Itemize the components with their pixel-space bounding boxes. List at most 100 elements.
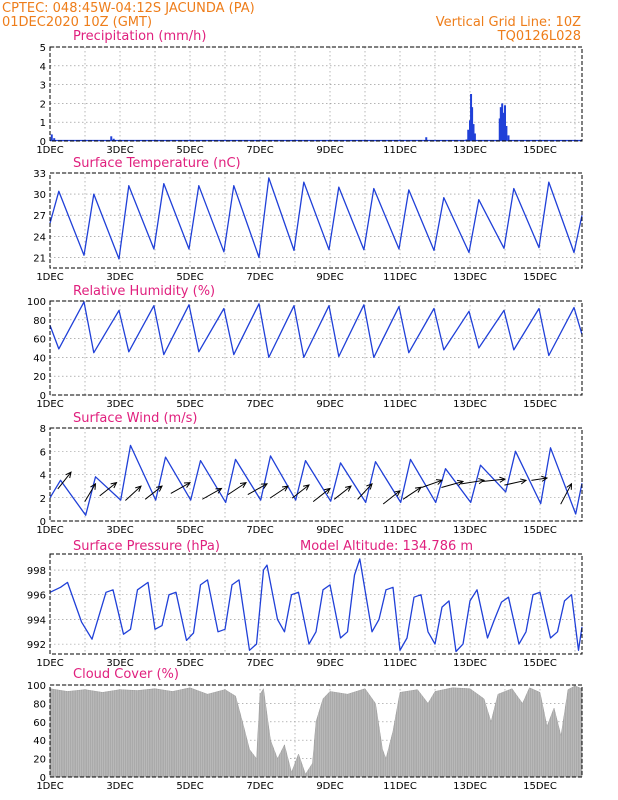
x-tick-label: 5DEC <box>176 399 203 410</box>
y-tick-label: 60 <box>33 335 46 346</box>
wind-arrow-head <box>499 476 507 483</box>
panel-title: Cloud Cover (%) <box>73 667 179 682</box>
wind-arrow-head <box>239 482 247 489</box>
y-tick-label: 8 <box>40 424 46 435</box>
wind-arrow <box>247 483 268 496</box>
wind-arrow-head <box>156 485 163 492</box>
header-date: 01DEC2020 10Z (GMT) <box>2 15 152 30</box>
y-tick-label: 27 <box>33 211 46 222</box>
y-tick-label: 4 <box>40 62 46 73</box>
y-tick-label: 60 <box>33 718 46 729</box>
panel-frame <box>49 553 583 655</box>
header-location: CPTEC: 048:45W-04:12S JACUNDA (PA) <box>2 1 255 16</box>
x-tick-label: 5DEC <box>176 272 203 283</box>
x-tick-label: 11DEC <box>383 145 417 156</box>
y-tick-label: 20 <box>33 755 46 766</box>
series-line <box>49 177 583 260</box>
wind-arrow <box>202 488 222 500</box>
x-tick-label: 15DEC <box>523 399 557 410</box>
x-tick-label: 3DEC <box>106 781 133 792</box>
cloud-cover-area <box>49 685 583 778</box>
x-tick-label: 13DEC <box>453 658 487 669</box>
y-tick-label: 0 <box>40 137 46 148</box>
y-tick-label: 1 <box>40 118 46 129</box>
x-tick-label: 9DEC <box>316 145 343 156</box>
y-tick-label: 30 <box>33 190 46 201</box>
precip-bar <box>467 129 470 141</box>
wind-arrow <box>421 479 443 488</box>
x-tick-label: 1DEC <box>36 781 63 792</box>
wind-arrow-head <box>281 485 289 492</box>
precip-bar <box>471 107 474 141</box>
x-tick-label: 15DEC <box>523 145 557 156</box>
series-line <box>49 301 583 359</box>
y-tick-label: 0 <box>40 517 46 528</box>
wind-arrow-head <box>457 479 465 486</box>
precip-bar <box>110 136 113 141</box>
wind-arrow-head <box>260 483 269 490</box>
wind-arrow-head <box>414 486 422 493</box>
precip-bar <box>504 105 506 141</box>
x-tick-label: 13DEC <box>453 525 487 536</box>
x-tick-label: 7DEC <box>246 525 273 536</box>
precip-bar <box>53 138 56 141</box>
panel-title: Precipitation (mm/h) <box>73 29 206 44</box>
panel-annotation: Model Altitude: 134.786 m <box>300 539 473 554</box>
x-tick-label: 11DEC <box>383 781 417 792</box>
y-tick-label: 40 <box>33 736 46 747</box>
y-tick-label: 992 <box>27 640 46 651</box>
wind-arrow <box>482 478 506 483</box>
x-tick-label: 7DEC <box>246 145 273 156</box>
wind-arrow-head <box>345 485 352 492</box>
wind-arrow <box>441 480 464 488</box>
wind-arrow <box>504 479 527 486</box>
y-tick-label: 40 <box>33 353 46 364</box>
panel-6: Cloud Cover (%) 0 20 40 60 80 100 1DEC 3DEC 5DEC 7… <box>27 667 583 792</box>
panels: Precipitation (mm/h) 0 1 2 3 4 5 1DEC 3DEC 5DEC 7D… <box>27 29 583 792</box>
wind-arrow-head <box>65 471 72 479</box>
panel-title: Surface Wind (m/s) <box>73 411 197 426</box>
panel-frame <box>49 684 583 778</box>
x-tick-label: 1DEC <box>36 272 63 283</box>
wind-arrow-head <box>110 481 118 489</box>
x-tick-label: 9DEC <box>316 272 343 283</box>
x-tick-label: 5DEC <box>176 525 203 536</box>
y-tick-label: 0 <box>40 773 46 784</box>
x-tick-label: 11DEC <box>383 272 417 283</box>
y-tick-label: 2 <box>40 494 46 505</box>
x-tick-label: 15DEC <box>523 525 557 536</box>
header-grid-line: Vertical Grid Line: 10Z <box>436 15 581 30</box>
wind-arrow <box>99 482 117 497</box>
precip-bar <box>425 137 428 141</box>
x-tick-label: 1DEC <box>36 399 63 410</box>
x-tick-label: 1DEC <box>36 145 63 156</box>
y-tick-label: 0 <box>40 391 46 402</box>
wind-arrow-head <box>90 482 97 490</box>
wind-arrow <box>170 482 191 494</box>
y-tick-label: 100 <box>27 681 46 692</box>
wind-arrow-head <box>183 482 192 488</box>
x-tick-label: 15DEC <box>523 658 557 669</box>
wind-arrow-head <box>366 482 373 490</box>
wind-arrow <box>531 477 548 481</box>
x-tick-label: 13DEC <box>453 145 487 156</box>
panel-5: Surface Pressure (hPa) Model Altitude: 13… <box>27 539 583 669</box>
y-tick-label: 996 <box>27 591 46 602</box>
wind-arrow-head <box>303 484 310 491</box>
x-tick-label: 9DEC <box>316 525 343 536</box>
x-tick-label: 13DEC <box>453 399 487 410</box>
wind-arrow <box>227 482 247 496</box>
precip-bar <box>507 135 510 141</box>
y-tick-label: 6 <box>40 447 46 458</box>
wind-arrow <box>560 483 572 505</box>
wind-arrow-head <box>520 478 528 485</box>
x-tick-label: 13DEC <box>453 781 487 792</box>
x-tick-label: 5DEC <box>176 781 203 792</box>
panel-3: Relative Humidity (%) 0 20 40 60 80 100 1DEC 3DE… <box>27 284 583 410</box>
x-tick-label: 3DEC <box>106 145 133 156</box>
y-tick-label: 2 <box>40 99 46 110</box>
wind-arrow <box>57 471 72 490</box>
precip-bar <box>498 118 501 141</box>
x-tick-label: 7DEC <box>246 272 273 283</box>
